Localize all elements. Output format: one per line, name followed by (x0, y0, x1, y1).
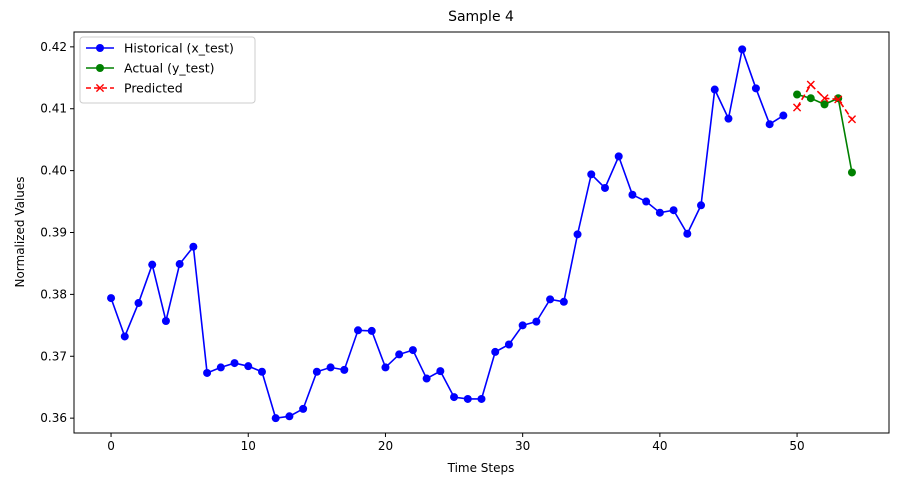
series-0-point-35 (587, 170, 596, 179)
series-0-point-23 (422, 374, 431, 383)
series-0-point-46 (738, 45, 747, 54)
series-2 (792, 80, 857, 124)
series-0-point-40 (655, 208, 664, 217)
series-0-point-11 (257, 367, 266, 376)
series-2-point-3 (834, 95, 843, 104)
series-0-point-19 (367, 326, 376, 335)
x-tick-label-40: 40 (652, 439, 667, 453)
y-axis: 0.36 0.37 0.38 0.39 0.40 0.41 0.42 (40, 40, 74, 425)
series-2-point-0 (792, 103, 802, 112)
legend-label-0: Historical (x_test) (124, 41, 234, 56)
series-0-point-36 (600, 183, 609, 192)
series-0-point-45 (724, 114, 733, 123)
series-0-point-3 (148, 260, 157, 269)
y-tick-label-5: 0.41 (40, 102, 67, 116)
series-0-point-1 (120, 332, 129, 341)
x-tick-label-10: 10 (241, 439, 256, 453)
series-0-point-24 (436, 367, 445, 376)
series-0-point-48 (765, 120, 774, 129)
series-0-point-32 (546, 295, 555, 304)
series-1 (793, 90, 856, 177)
series-0-point-13 (285, 412, 294, 421)
y-tick-label-0: 0.36 (40, 411, 67, 425)
legend-label-2: Predicted (124, 81, 183, 96)
series-0-point-30 (518, 321, 527, 330)
series-0-point-15 (312, 367, 321, 376)
series-0-point-8 (216, 363, 225, 372)
series-0-point-16 (326, 363, 335, 372)
series-0-point-38 (628, 190, 637, 199)
series-0-point-42 (683, 229, 692, 238)
y-axis-label: Normalized Values (13, 176, 27, 287)
y-tick-label-1: 0.37 (40, 349, 67, 363)
series-1-point-0 (793, 90, 802, 99)
series-0-point-27 (477, 394, 486, 403)
series-1-point-3 (834, 94, 843, 103)
series-0-point-44 (710, 85, 719, 94)
chart-title: Sample 4 (448, 9, 514, 25)
series-0 (107, 45, 788, 423)
plot-area (107, 45, 857, 423)
series-1-point-2 (820, 100, 829, 109)
y-tick-label-6: 0.42 (40, 40, 67, 54)
series-0-point-20 (381, 363, 390, 372)
y-tick-label-2: 0.38 (40, 287, 67, 301)
legend-box (79, 36, 256, 104)
series-0-point-31 (532, 317, 541, 326)
x-tick-label-30: 30 (515, 439, 530, 453)
x-axis-label: Time Steps (447, 461, 515, 475)
series-0-point-34 (573, 230, 582, 239)
series-2-point-1 (806, 80, 815, 89)
series-0-point-9 (230, 359, 239, 368)
series-0-point-29 (504, 340, 513, 349)
legend-label-1: Actual (y_test) (124, 61, 215, 76)
series-0-point-22 (408, 346, 417, 355)
series-0-point-39 (642, 197, 651, 206)
series-0-point-7 (203, 368, 212, 377)
series-2-point-2 (820, 94, 829, 103)
series-0-point-28 (491, 347, 500, 356)
series-0-point-21 (395, 350, 404, 359)
series-0-point-0 (107, 294, 116, 303)
series-0-point-41 (669, 206, 678, 215)
series-0-point-17 (340, 365, 349, 374)
x-tick-label-20: 20 (378, 439, 393, 453)
series-0-point-5 (175, 260, 184, 269)
series-0-point-47 (751, 84, 760, 93)
series-2-point-4 (847, 115, 857, 124)
y-tick-label-4: 0.40 (40, 164, 67, 178)
series-1-point-4 (847, 168, 856, 177)
series-0-point-4 (161, 316, 170, 325)
series-0-point-25 (450, 393, 459, 402)
series-0-point-18 (354, 326, 363, 335)
series-1-point-1 (806, 94, 815, 103)
legend-item-1: Actual (y_test) (86, 61, 215, 76)
series-0-point-43 (697, 201, 706, 210)
y-tick-label-3: 0.39 (40, 226, 67, 240)
series-0-point-6 (189, 242, 198, 251)
legend-item-0: Historical (x_test) (86, 41, 234, 56)
x-tick-label-50: 50 (789, 439, 804, 453)
series-0-point-12 (271, 414, 280, 423)
axes-frame (73, 31, 890, 434)
legend: Historical (x_test) Actual (y_test) Predic… (79, 36, 256, 104)
series-0-point-10 (244, 362, 253, 371)
series-0-point-49 (779, 111, 788, 120)
series-0-point-14 (299, 404, 308, 413)
x-axis: 0 10 20 30 40 50 (107, 433, 805, 453)
series-0-point-26 (463, 394, 472, 403)
series-0-point-2 (134, 299, 143, 308)
series-0-point-37 (614, 152, 623, 161)
legend-item-2: Predicted (86, 81, 183, 96)
x-tick-label-0: 0 (107, 439, 115, 453)
series-0-point-33 (559, 297, 568, 306)
